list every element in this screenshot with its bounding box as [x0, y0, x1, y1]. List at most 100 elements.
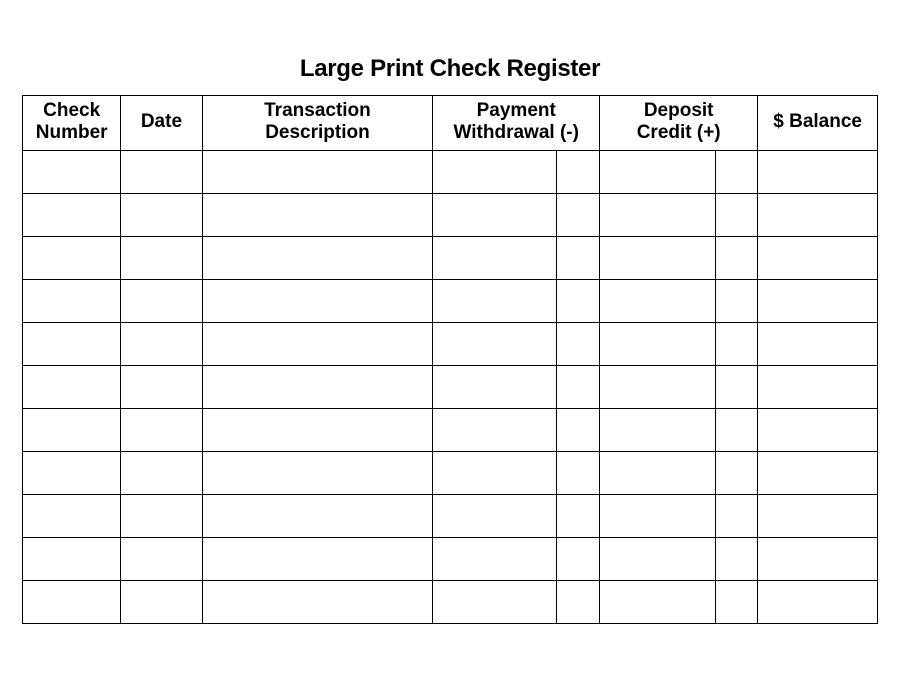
- table-cell: [715, 193, 758, 236]
- table-cell: [23, 365, 121, 408]
- table-cell: [121, 150, 202, 193]
- table-cell: [557, 408, 600, 451]
- table-cell: [557, 322, 600, 365]
- table-cell: [23, 322, 121, 365]
- table-row: [23, 451, 878, 494]
- table-cell: [433, 408, 557, 451]
- table-cell: [433, 494, 557, 537]
- table-body: [23, 150, 878, 623]
- page-title: Large Print Check Register: [22, 55, 878, 83]
- table-row: [23, 580, 878, 623]
- table-cell: [121, 494, 202, 537]
- table-cell: [557, 236, 600, 279]
- table-cell: [202, 322, 433, 365]
- table-cell: [715, 537, 758, 580]
- table-cell: [600, 150, 715, 193]
- table-row: [23, 279, 878, 322]
- table-cell: [557, 451, 600, 494]
- table-cell: [600, 365, 715, 408]
- table-cell: [600, 193, 715, 236]
- table-cell: [202, 494, 433, 537]
- table-cell: [715, 408, 758, 451]
- table-cell: [715, 365, 758, 408]
- table-cell: [600, 494, 715, 537]
- col-header-balance: $ Balance: [758, 96, 878, 151]
- table-cell: [600, 322, 715, 365]
- table-cell: [715, 580, 758, 623]
- table-cell: [758, 279, 878, 322]
- table-cell: [715, 236, 758, 279]
- table-cell: [715, 494, 758, 537]
- col-header-description: Transaction Description: [202, 96, 433, 151]
- table-cell: [202, 150, 433, 193]
- table-cell: [202, 580, 433, 623]
- table-cell: [23, 580, 121, 623]
- table-cell: [121, 408, 202, 451]
- table-cell: [557, 365, 600, 408]
- table-cell: [600, 279, 715, 322]
- table-cell: [121, 193, 202, 236]
- table-cell: [557, 494, 600, 537]
- table-cell: [600, 451, 715, 494]
- table-cell: [433, 365, 557, 408]
- table-cell: [758, 236, 878, 279]
- table-cell: [433, 193, 557, 236]
- table-cell: [557, 537, 600, 580]
- table-cell: [758, 322, 878, 365]
- table-row: [23, 150, 878, 193]
- table-cell: [433, 236, 557, 279]
- table-cell: [758, 494, 878, 537]
- table-cell: [121, 279, 202, 322]
- table-row: [23, 537, 878, 580]
- table-cell: [758, 365, 878, 408]
- table-row: [23, 193, 878, 236]
- table-cell: [758, 150, 878, 193]
- table-cell: [202, 365, 433, 408]
- col-header-deposit: Deposit Credit (+): [600, 96, 758, 151]
- table-cell: [121, 236, 202, 279]
- table-cell: [758, 193, 878, 236]
- table-cell: [600, 580, 715, 623]
- col-header-check-number: Check Number: [23, 96, 121, 151]
- table-cell: [758, 580, 878, 623]
- table-cell: [600, 236, 715, 279]
- table-cell: [557, 150, 600, 193]
- table-cell: [557, 193, 600, 236]
- table-cell: [23, 494, 121, 537]
- col-header-date: Date: [121, 96, 202, 151]
- table-cell: [23, 193, 121, 236]
- table-cell: [758, 451, 878, 494]
- table-row: [23, 322, 878, 365]
- table-cell: [433, 580, 557, 623]
- table-cell: [758, 537, 878, 580]
- table-cell: [202, 537, 433, 580]
- col-header-payment: Payment Withdrawal (-): [433, 96, 600, 151]
- table-row: [23, 365, 878, 408]
- table-row: [23, 236, 878, 279]
- table-cell: [433, 537, 557, 580]
- check-register-table: Check Number Date Transaction Descriptio…: [22, 95, 878, 624]
- table-cell: [715, 150, 758, 193]
- table-cell: [202, 193, 433, 236]
- table-cell: [23, 279, 121, 322]
- table-cell: [121, 322, 202, 365]
- table-cell: [202, 279, 433, 322]
- table-cell: [202, 236, 433, 279]
- table-cell: [23, 537, 121, 580]
- table-cell: [121, 537, 202, 580]
- table-cell: [202, 451, 433, 494]
- table-cell: [557, 580, 600, 623]
- table-cell: [600, 408, 715, 451]
- table-cell: [433, 451, 557, 494]
- table-cell: [715, 279, 758, 322]
- table-cell: [715, 322, 758, 365]
- table-cell: [433, 279, 557, 322]
- table-cell: [202, 408, 433, 451]
- table-cell: [758, 408, 878, 451]
- table-cell: [23, 451, 121, 494]
- table-cell: [433, 322, 557, 365]
- table-cell: [23, 150, 121, 193]
- table-cell: [121, 451, 202, 494]
- table-header-row: Check Number Date Transaction Descriptio…: [23, 96, 878, 151]
- table-cell: [121, 580, 202, 623]
